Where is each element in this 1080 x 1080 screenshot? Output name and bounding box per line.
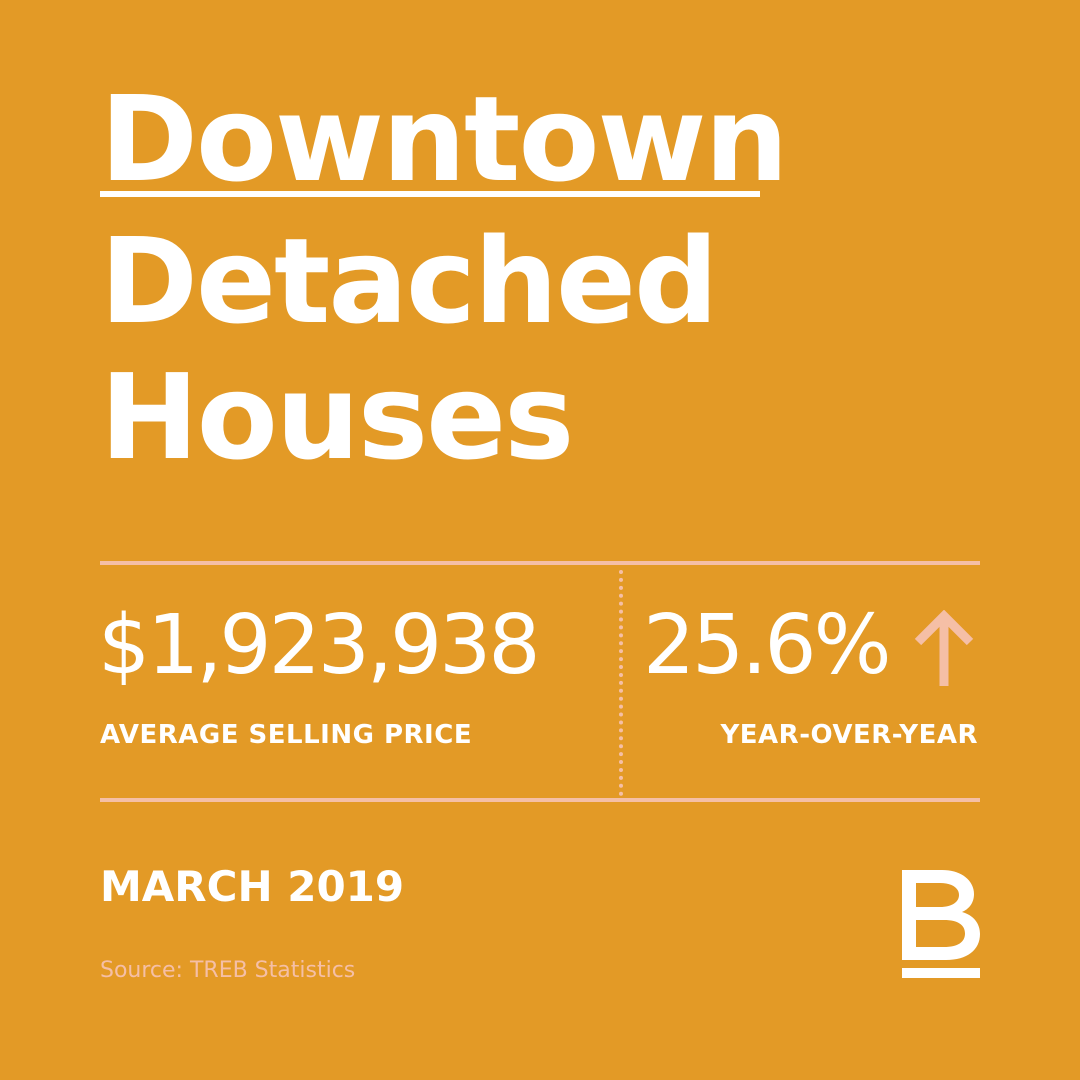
yoy-change-value: 25.6% bbox=[643, 598, 891, 693]
arrow-up-icon bbox=[914, 610, 974, 686]
title-line-3: Houses bbox=[100, 348, 574, 486]
title-line-2: Detached bbox=[100, 212, 718, 350]
average-price-value: $1,923,938 bbox=[98, 598, 540, 693]
average-price-label: AVERAGE SELLING PRICE bbox=[100, 720, 473, 750]
brand-b-logo-icon bbox=[902, 870, 980, 978]
stats-top-rule bbox=[100, 561, 980, 565]
yoy-change-label: YEAR-OVER-YEAR bbox=[720, 720, 978, 750]
title-line-1: Downtown bbox=[100, 70, 789, 208]
stats-dotted-divider bbox=[619, 570, 623, 796]
report-date: MARCH 2019 bbox=[100, 862, 405, 911]
stats-bottom-rule bbox=[100, 798, 980, 802]
data-source: Source: TREB Statistics bbox=[100, 958, 356, 983]
title-underline bbox=[100, 191, 760, 197]
